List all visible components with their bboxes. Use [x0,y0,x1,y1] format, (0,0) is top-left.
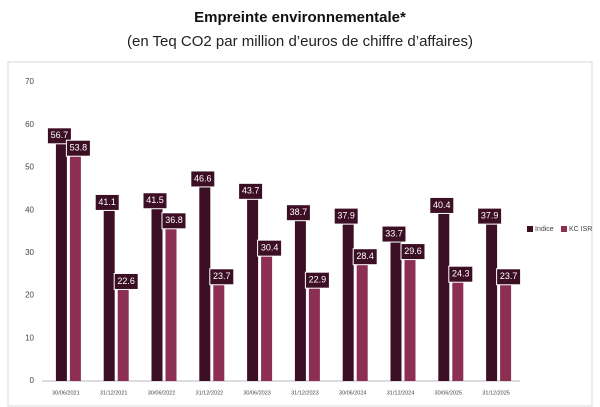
value-label-box [285,204,311,222]
value-label-box [94,193,120,211]
bar [117,284,129,381]
value-label-box [142,192,168,210]
y-tick-label: 40 [25,205,34,214]
legend-swatch [561,226,567,232]
chart-title: Empreinte environnementale* [194,9,406,26]
bar [294,215,306,381]
value-label-box [161,212,187,230]
value-label: 56.7 [51,130,69,140]
bar [213,279,225,381]
bar [404,254,416,381]
bar [486,219,498,381]
x-tick-label: 30/06/2022 [148,390,176,396]
bar [247,194,259,381]
y-tick-label: 10 [25,333,34,342]
bar [151,203,163,381]
value-label: 40.4 [433,200,451,210]
value-label: 28.4 [356,251,374,261]
value-label: 23.7 [213,271,231,281]
y-tick-label: 60 [25,120,34,129]
value-label: 46.6 [194,173,212,183]
y-tick-label: 50 [25,163,34,172]
value-label-box [257,239,283,257]
value-label: 36.8 [165,215,183,225]
bar [165,223,177,381]
value-label: 29.6 [404,246,422,256]
value-label-box [477,207,503,225]
value-label: 22.6 [117,276,135,286]
value-label-box [448,265,474,283]
y-tick-label: 70 [25,77,34,86]
value-label-box [496,268,522,286]
x-tick-label: 30/06/2024 [339,390,367,396]
x-tick-label: 30/06/2021 [52,390,80,396]
bar [261,251,273,381]
value-label: 43.7 [242,186,260,196]
value-label-box [238,182,264,200]
x-tick-label: 31/12/2021 [100,390,128,396]
bar [199,181,211,381]
value-label: 33.7 [385,228,403,238]
legend-label: Indice [535,226,554,233]
value-label-box [381,225,407,243]
value-label-box [46,127,72,145]
legend-label: KC ISR [569,226,592,233]
bar [438,208,450,381]
bar [55,138,67,381]
x-tick-label: 31/12/2025 [482,390,510,396]
bar [500,279,512,381]
bar [308,283,320,381]
y-tick-label: 0 [30,376,35,385]
value-label: 38.7 [290,207,308,217]
y-tick-label: 20 [25,291,34,300]
value-label: 30.4 [261,243,279,253]
bar [390,237,402,381]
value-label-box [113,272,139,290]
value-label-box [304,271,330,289]
value-label: 53.8 [70,143,88,153]
bar [342,219,354,381]
x-tick-label: 31/12/2023 [291,390,319,396]
x-tick-label: 31/12/2022 [196,390,224,396]
value-label: 37.9 [337,210,355,220]
bar [103,205,115,381]
x-tick-label: 30/06/2025 [435,390,463,396]
value-label: 22.9 [309,275,327,285]
value-label-box [65,139,91,157]
value-label-box [400,243,426,261]
value-label-box [333,207,359,225]
value-label: 23.7 [500,271,518,281]
bar [69,151,81,381]
value-label: 41.5 [146,195,164,205]
value-label: 24.3 [452,269,470,279]
legend-swatch [527,226,533,232]
bar [452,277,464,381]
value-label-box [429,196,455,214]
x-tick-label: 31/12/2024 [387,390,415,396]
value-label-box [209,268,235,286]
x-tick-label: 30/06/2023 [243,390,271,396]
value-label-box [352,248,378,266]
chart-subtitle: (en Teq CO2 par million d’euros de chiff… [127,33,473,50]
value-label: 37.9 [481,210,499,220]
value-label-box [190,170,216,188]
value-label: 41.1 [98,197,116,207]
y-tick-label: 30 [25,248,34,257]
bar [356,259,368,381]
